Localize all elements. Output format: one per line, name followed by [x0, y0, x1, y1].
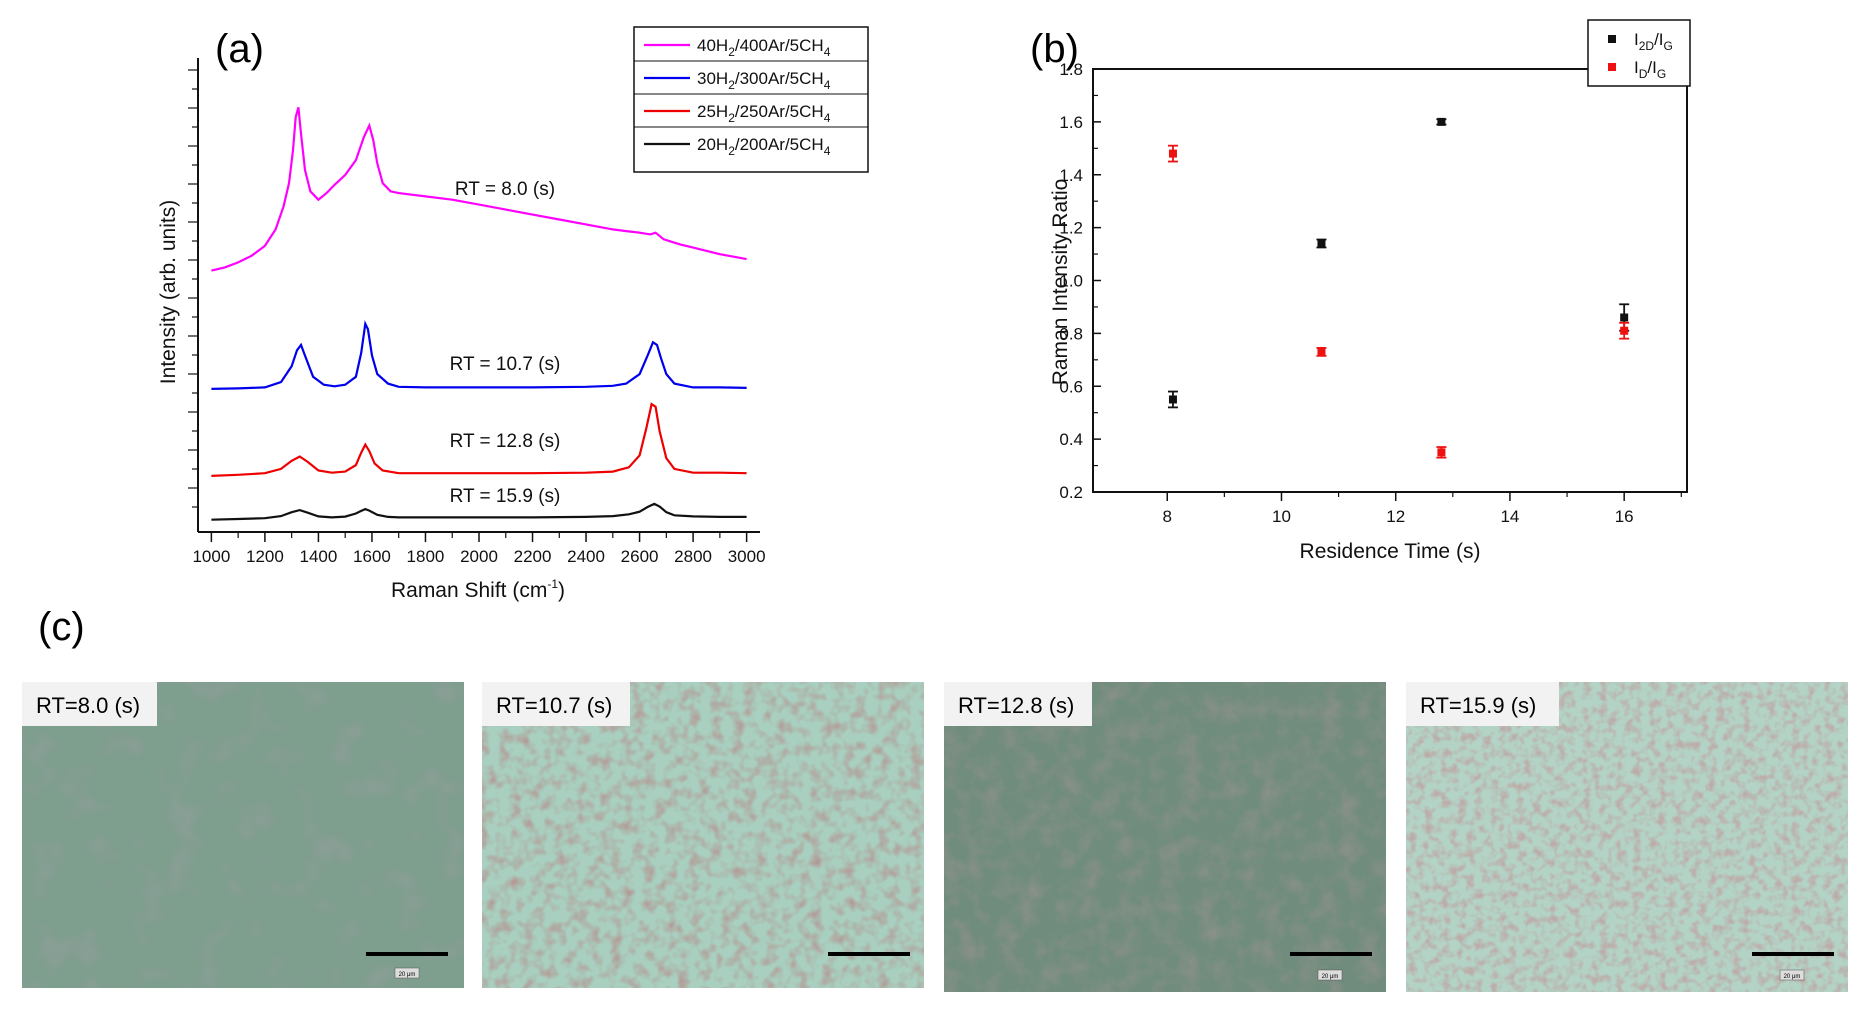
micrograph-1-scale-label: 20 μm — [399, 972, 416, 978]
chart-b-y-tick-label: 1.2 — [1059, 219, 1083, 238]
micrograph-1: RT=8.0 (s) 20 μm — [22, 682, 464, 988]
chart-b-y-tick-label: 0.8 — [1059, 324, 1083, 343]
panel-label-a: (a) — [215, 27, 264, 71]
chart-b-y-ticks: 0.2 0.4 0.6 0.8 1.0 1.2 1.4 1.6 1.8 — [1059, 60, 1101, 502]
chart-b-frame — [1092, 68, 1688, 493]
chart-b-y-axis-title: Raman Intensity Ratio — [1049, 179, 1072, 386]
micrograph-2-label: RT=10.7 (s) — [496, 693, 612, 718]
micrograph-4-label: RT=15.9 (s) — [1420, 693, 1536, 718]
micrograph-3-label: RT=12.8 (s) — [958, 693, 1074, 718]
chart-b-x-tick-label: 12 — [1386, 507, 1405, 526]
chart-b-y-tick-label: 0.4 — [1059, 430, 1083, 449]
chart-a-x-tick-label: 2200 — [514, 547, 552, 566]
micrograph-4-scale-label-box — [1779, 969, 1805, 981]
micrograph-3: RT=12.8 (s) 20 μm — [944, 682, 1386, 992]
micrograph-1-texture — [22, 682, 464, 988]
chart-a-series-3-line — [211, 402, 747, 477]
panel-label-c: (c) — [38, 605, 85, 649]
chart-a-series-2-line — [211, 320, 747, 390]
chart-a-x-tick-label: 3000 — [728, 547, 766, 566]
chart-b-x-tick-label: 14 — [1500, 507, 1519, 526]
chart-b-point-2 — [1620, 326, 1629, 335]
micrograph-4-scale-label: 20 μm — [1784, 974, 1801, 980]
chart-a-x-tick-label: 1200 — [246, 547, 284, 566]
chart-a-x-tick-label: 2000 — [460, 547, 498, 566]
chart-b-legend-box — [1587, 19, 1691, 87]
chart-b-legend: I2D/IG ID/IG — [1587, 19, 1691, 87]
micrograph-4: RT=15.9 (s) 20 μm — [1406, 682, 1848, 992]
chart-b-legend-swatch-1 — [1608, 35, 1616, 43]
chart-b-y-tick-label: 0.6 — [1059, 377, 1083, 396]
chart-a-x-tick-label: 2400 — [567, 547, 605, 566]
chart-b-x-tick-label: 10 — [1272, 507, 1291, 526]
chart-b-point-1 — [1620, 313, 1629, 322]
chart-a-x-tick-label: 2600 — [621, 547, 659, 566]
chart-a-y-minor-ticks — [188, 69, 198, 508]
chart-a-series-lines — [211, 107, 747, 521]
chart-a-legend-label-2: 30H2/300Ar/5CH4 — [697, 69, 831, 92]
chart-a-legend-box — [633, 26, 869, 173]
chart-a-x-tick-label: 1000 — [192, 547, 230, 566]
raman-spectra-chart: 1000 1200 1400 1600 1800 2000 2200 2400 2600 2800… — [157, 26, 869, 602]
chart-b-point-1 — [1317, 239, 1326, 248]
panel-label-b: (b) — [1030, 27, 1079, 71]
chart-b-point-1 — [1437, 117, 1446, 126]
micrograph-2-label-box — [482, 682, 630, 726]
chart-b-legend-label-2: ID/IG — [1634, 58, 1666, 81]
chart-b-y-tick-label: 1.0 — [1059, 272, 1083, 291]
chart-b-y-tick-label: 1.4 — [1059, 166, 1083, 185]
chart-b-x-ticks: 8 10 12 14 16 — [1163, 492, 1682, 526]
chart-a-x-ticks: 1000 1200 1400 1600 1800 2000 2200 2400 2600 2800… — [192, 532, 766, 566]
chart-b-x-tick-label: 8 — [1163, 507, 1172, 526]
micrograph-1-scale-label-box — [394, 967, 420, 979]
micrograph-3-scale-label: 20 μm — [1322, 974, 1339, 980]
micrograph-2: RT=10.7 (s) — [482, 682, 924, 988]
chart-a-legend-label-4: 20H2/200Ar/5CH4 — [697, 135, 831, 158]
chart-a-annotation-4: RT = 15.9 (s) — [450, 486, 561, 507]
chart-b-x-axis-title: Residence Time (s) — [1300, 540, 1481, 563]
chart-b-legend-swatch-2 — [1608, 63, 1616, 71]
chart-b-point-1 — [1168, 395, 1177, 404]
intensity-ratio-chart: 0.2 0.4 0.6 0.8 1.0 1.2 1.4 1.6 1.8 8 10 12 14 16 Ra… — [1049, 19, 1691, 563]
chart-a-x-tick-label: 1600 — [353, 547, 391, 566]
chart-a-annotation-1: RT = 8.0 (s) — [455, 179, 555, 200]
micrograph-3-texture — [944, 682, 1386, 992]
chart-b-y-tick-label: 0.2 — [1059, 483, 1083, 502]
chart-a-series-4-line — [211, 502, 747, 521]
chart-b-point-2 — [1168, 149, 1177, 158]
chart-a-x-tick-label: 1400 — [300, 547, 338, 566]
chart-a-legend-label-1: 40H2/400Ar/5CH4 — [697, 36, 831, 59]
chart-b-point-2 — [1317, 347, 1326, 356]
chart-a-legend: 40H2/400Ar/5CH4 30H2/300Ar/5CH4 25H2/250Ar… — [633, 26, 869, 173]
chart-a-annotations: RT = 8.0 (s) RT = 10.7 (s) RT = 12.8 (s) RT… — [450, 179, 561, 507]
micrograph-1-label-box — [22, 682, 157, 726]
chart-a-x-axis-title: Raman Shift (cm-1) — [391, 577, 565, 602]
chart-b-y-tick-label: 1.6 — [1059, 113, 1083, 132]
chart-a-annotation-2: RT = 10.7 (s) — [450, 354, 561, 375]
chart-a-series-1-line — [211, 107, 747, 272]
micrograph-3-scale-label-box — [1317, 969, 1343, 981]
micrograph-2-texture — [482, 682, 924, 988]
chart-a-annotation-3: RT = 12.8 (s) — [450, 431, 561, 452]
chart-b-x-tick-label: 16 — [1615, 507, 1634, 526]
chart-b-points — [1167, 117, 1630, 459]
micrograph-4-texture — [1406, 682, 1848, 992]
micrograph-1-label: RT=8.0 (s) — [36, 693, 140, 718]
chart-a-x-tick-label: 1800 — [407, 547, 445, 566]
chart-a-x-tick-label: 2800 — [674, 547, 712, 566]
chart-b-point-2 — [1437, 448, 1446, 457]
chart-b-y-tick-label: 1.8 — [1059, 60, 1083, 79]
chart-a-y-axis-title: Intensity (arb. units) — [157, 200, 180, 384]
micrograph-3-label-box — [944, 682, 1092, 726]
chart-b-legend-label-1: I2D/IG — [1634, 30, 1673, 53]
chart-a-legend-label-3: 25H2/250Ar/5CH4 — [697, 102, 831, 125]
micrograph-4-label-box — [1406, 682, 1559, 726]
